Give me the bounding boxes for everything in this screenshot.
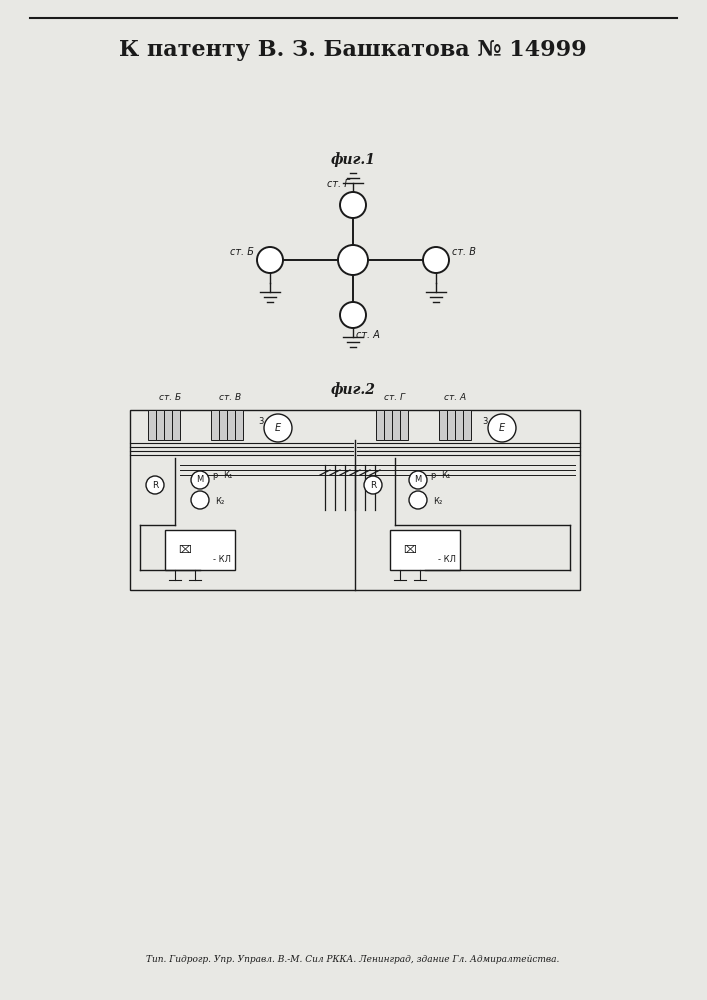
Bar [376,410,384,440]
Text: R: R [152,481,158,489]
Bar [463,410,471,440]
Bar [384,410,392,440]
Bar [164,410,172,440]
Text: М: М [197,476,204,485]
Text: ст. В: ст. В [219,393,241,402]
Bar [439,410,447,440]
Text: ст. Г: ст. Г [327,179,350,189]
Text: ст. А: ст. А [444,393,466,402]
Bar [400,410,408,440]
Text: фиг.2: фиг.2 [331,383,375,397]
Text: К₁: К₁ [223,471,233,480]
Bar [392,410,400,440]
Text: фиг.1: фиг.1 [331,153,375,167]
Text: ⌧: ⌧ [404,545,416,555]
Bar [455,410,463,440]
Circle shape [423,247,449,273]
Bar [219,410,227,440]
Circle shape [364,476,382,494]
Text: 3: 3 [482,418,488,426]
Text: ⌧: ⌧ [179,545,192,555]
Circle shape [340,302,366,328]
Text: К₁: К₁ [441,471,450,480]
Bar [148,410,156,440]
Text: ст. Б: ст. Б [230,247,254,257]
Text: К патенту В. З. Башкатова № 14999: К патенту В. З. Башкатова № 14999 [119,39,587,61]
Text: ст. В: ст. В [452,247,476,257]
Text: - КЛ: - КЛ [438,556,456,564]
Circle shape [264,414,292,442]
Circle shape [409,471,427,489]
Text: R: R [370,481,376,489]
Circle shape [488,414,516,442]
Text: К₂: К₂ [216,497,225,506]
Circle shape [257,247,283,273]
Text: К₂: К₂ [433,497,443,506]
Bar [211,410,219,440]
Text: ст. Б: ст. Б [159,393,181,402]
Bar [172,410,180,440]
Circle shape [191,491,209,509]
Bar [235,410,243,440]
Bar [156,410,164,440]
Text: р: р [431,471,436,480]
Circle shape [146,476,164,494]
Text: 3: 3 [258,418,264,426]
Text: ст. А: ст. А [356,330,380,340]
Bar [165,530,235,570]
Circle shape [409,491,427,509]
Text: ст. Г: ст. Г [385,393,406,402]
Circle shape [191,471,209,489]
Text: - КЛ: - КЛ [213,556,231,564]
Text: Е: Е [275,423,281,433]
Circle shape [338,245,368,275]
Circle shape [340,192,366,218]
Text: Тип. Гидрогр. Упр. Управл. В.-М. Сил РККА. Ленинград, здание Гл. Адмиралтейства.: Тип. Гидрогр. Упр. Управл. В.-М. Сил РКК… [146,956,560,964]
Bar [130,410,580,590]
Text: р: р [212,471,218,480]
Text: Е: Е [499,423,505,433]
Bar [227,410,235,440]
Bar [390,530,460,570]
Text: М: М [414,476,421,485]
Bar [447,410,455,440]
